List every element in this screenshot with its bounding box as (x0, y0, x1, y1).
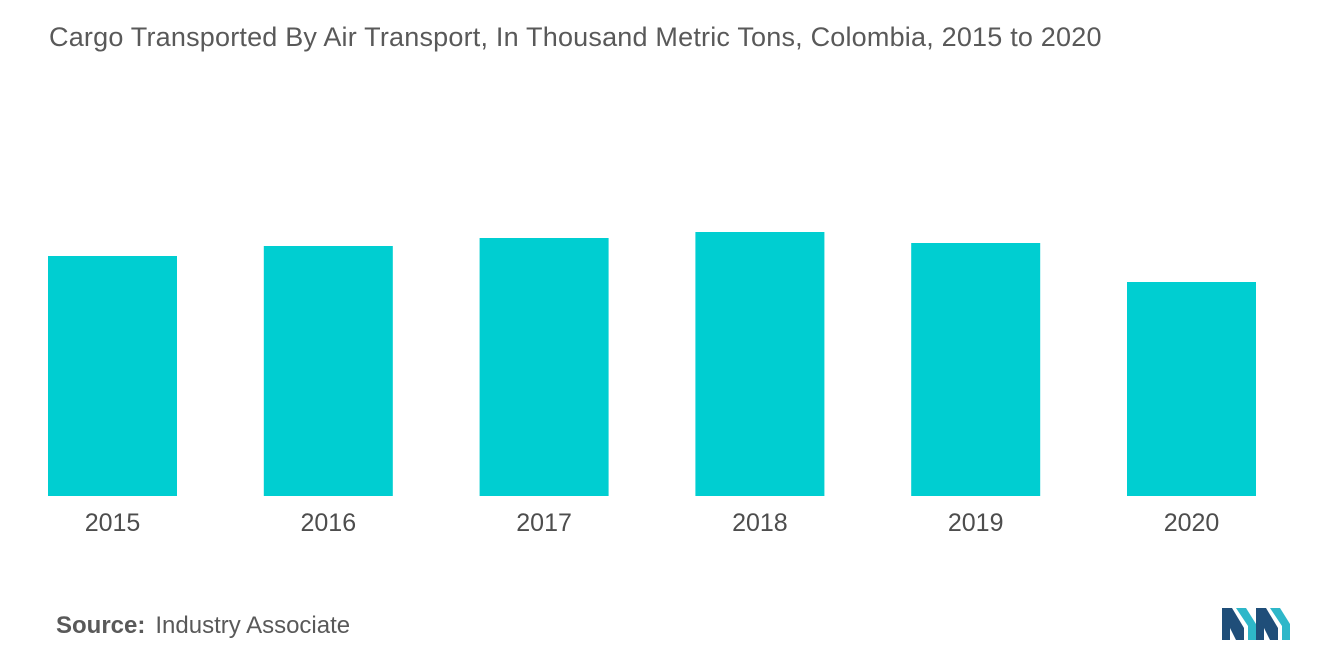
x-tick-label-2020: 2020 (1164, 509, 1220, 537)
bar-2020 (1127, 282, 1256, 496)
x-tick-label-2019: 2019 (948, 509, 1004, 537)
x-tick-label-2018: 2018 (732, 509, 788, 537)
x-tick-label-2017: 2017 (516, 509, 572, 537)
source-line: Source: Industry Associate (56, 612, 350, 640)
x-tick-label-2016: 2016 (300, 509, 356, 537)
bar-2016 (263, 246, 393, 496)
bar-2017 (479, 238, 609, 496)
bar-2018 (695, 232, 825, 496)
source-value: Industry Associate (155, 612, 351, 639)
bar-2015 (48, 256, 177, 496)
x-tick-labels: 2015 2016 2017 2018 2019 2020 (85, 509, 1220, 537)
bars-group (48, 232, 1256, 496)
bar-2019 (911, 243, 1041, 496)
source-label: Source: (56, 612, 146, 639)
x-tick-label-2015: 2015 (85, 509, 141, 537)
mordor-logo-icon (1222, 608, 1290, 640)
chart-title: Cargo Transported By Air Transport, In T… (49, 22, 1102, 52)
